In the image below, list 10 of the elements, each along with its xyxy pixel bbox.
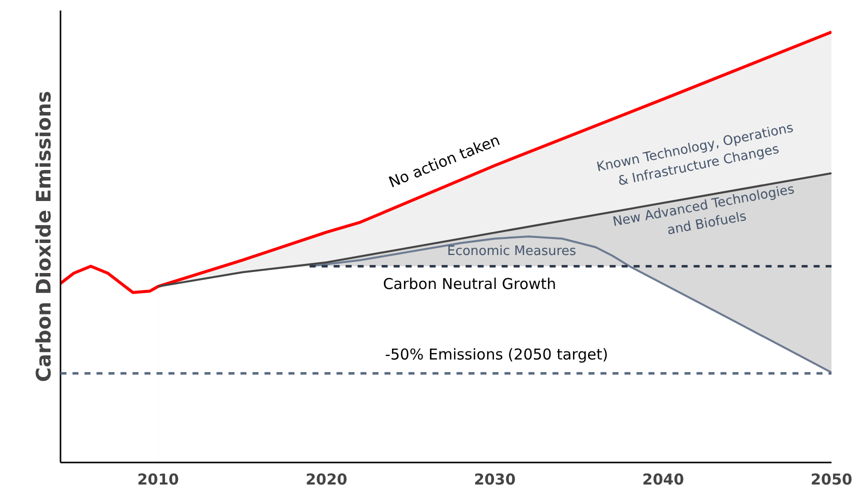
annotation: No action taken bbox=[386, 130, 502, 192]
x-tick-label: 2010 bbox=[137, 470, 180, 488]
y-axis-title: Carbon Dioxide Emissions bbox=[32, 91, 56, 382]
x-tick-label: 2050 bbox=[810, 470, 852, 488]
x-tick-label: 2040 bbox=[642, 470, 684, 488]
x-tick-label: 2020 bbox=[306, 470, 348, 488]
x-tick-label: 2030 bbox=[474, 470, 516, 488]
ref-line-label: -50% Emissions (2050 target) bbox=[384, 345, 608, 364]
annotation: Carbon Neutral Growth bbox=[382, 274, 556, 293]
annotation: Economic Measures bbox=[447, 244, 576, 260]
